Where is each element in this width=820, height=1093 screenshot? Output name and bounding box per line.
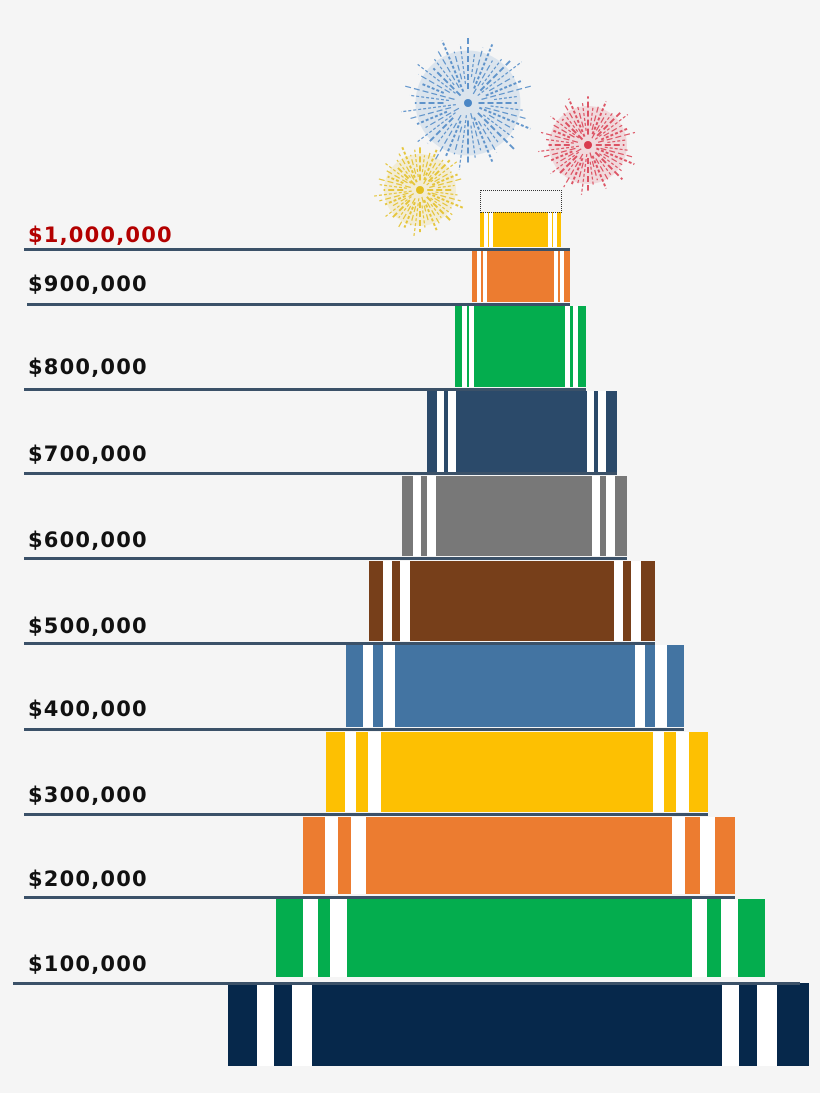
tier-stripe xyxy=(345,732,356,812)
tier-stripe xyxy=(587,391,594,472)
level-label: $200,000 xyxy=(28,867,148,891)
tier-11 xyxy=(480,212,561,247)
tier-stripe xyxy=(548,212,552,247)
level-line xyxy=(24,557,627,560)
tier-stripe xyxy=(448,391,456,472)
tier-stripe xyxy=(606,476,615,556)
tier-stripe xyxy=(303,899,318,977)
tier-stripe xyxy=(437,391,444,472)
tier-stripe xyxy=(655,645,667,727)
tier-stripe xyxy=(598,391,606,472)
level-line xyxy=(24,248,570,251)
tier-stripe xyxy=(427,476,436,556)
level-line xyxy=(24,472,617,475)
level-label: $1,000,000 xyxy=(28,223,173,247)
tier-stripe xyxy=(257,983,274,1066)
tier-stripe xyxy=(722,983,739,1066)
tier-stripe xyxy=(614,561,623,641)
tier-stripe xyxy=(757,983,777,1066)
level-line xyxy=(24,728,684,731)
level-label: $500,000 xyxy=(28,614,148,638)
tier-stripe xyxy=(383,561,392,641)
tier-stripe xyxy=(676,732,689,812)
level-label: $600,000 xyxy=(28,528,148,552)
level-label: $400,000 xyxy=(28,697,148,721)
blue-firework-icon xyxy=(400,37,532,171)
tier-stripe xyxy=(330,899,347,977)
yellow-firework-icon xyxy=(374,145,464,236)
tier-stripe xyxy=(484,212,488,247)
tier-10 xyxy=(472,250,570,302)
level-label: $100,000 xyxy=(28,952,148,976)
tier-stripe xyxy=(292,983,312,1066)
level-line xyxy=(13,982,800,985)
level-label: $300,000 xyxy=(28,783,148,807)
tier-stripe xyxy=(363,645,373,727)
tier-stripe xyxy=(560,250,564,302)
tier-stripe xyxy=(635,645,645,727)
tier-stripe xyxy=(469,306,474,387)
tier-2 xyxy=(276,899,765,977)
tier-stripe xyxy=(553,212,557,247)
tier-stripe xyxy=(483,250,487,302)
tier-stripe xyxy=(351,817,366,894)
level-line xyxy=(24,388,586,391)
tier-7 xyxy=(402,476,627,556)
tier-stripe xyxy=(462,306,467,387)
tier-stripe xyxy=(383,645,395,727)
tier-4 xyxy=(326,732,708,812)
red-firework-icon xyxy=(538,96,636,195)
level-line xyxy=(27,303,570,306)
level-label: $800,000 xyxy=(28,355,148,379)
top-outline xyxy=(480,190,562,213)
tier-stripe xyxy=(413,476,421,556)
tier-stripe xyxy=(400,561,410,641)
tier-stripe xyxy=(573,306,578,387)
tier-stripe xyxy=(554,250,558,302)
level-line xyxy=(24,642,655,645)
level-label: $900,000 xyxy=(28,272,148,296)
tier-stripe xyxy=(653,732,664,812)
tier-stripe xyxy=(565,306,570,387)
tier-stripe xyxy=(721,899,738,977)
tier-1 xyxy=(228,983,809,1066)
tier-3 xyxy=(303,817,735,894)
tier-stripe xyxy=(477,250,481,302)
tier-stripe xyxy=(700,817,715,894)
tier-stripe xyxy=(489,212,493,247)
tier-stripe xyxy=(692,899,707,977)
tier-stripe xyxy=(631,561,641,641)
level-line xyxy=(24,896,735,899)
tier-5 xyxy=(346,645,684,727)
tier-stripe xyxy=(672,817,685,894)
tier-6 xyxy=(369,561,655,641)
tier-stripe xyxy=(368,732,381,812)
tier-stripe xyxy=(325,817,338,894)
tier-stripe xyxy=(592,476,600,556)
tier-9 xyxy=(455,306,586,387)
level-line xyxy=(24,813,708,816)
level-label: $700,000 xyxy=(28,442,148,466)
tier-8 xyxy=(427,391,617,472)
